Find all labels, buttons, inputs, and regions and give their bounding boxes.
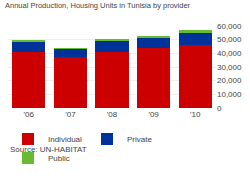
svg-text:20,000: 20,000 xyxy=(217,76,242,85)
svg-text:60,000: 60,000 xyxy=(217,22,242,31)
svg-text:30,000: 30,000 xyxy=(217,63,242,72)
svg-text:10,000: 10,000 xyxy=(217,90,242,99)
svg-text:Annual Production, Housing Uni: Annual Production, Housing Units in Tuni… xyxy=(5,1,191,10)
svg-text:'06: '06 xyxy=(24,110,35,119)
svg-text:40,000: 40,000 xyxy=(217,49,242,58)
svg-text:'07: '07 xyxy=(65,110,76,119)
svg-text:Individual: Individual xyxy=(48,135,82,144)
svg-text:0: 0 xyxy=(217,104,222,113)
svg-text:'10: '10 xyxy=(190,110,201,119)
svg-text:50,000: 50,000 xyxy=(217,35,242,44)
svg-text:'09: '09 xyxy=(148,110,159,119)
svg-text:Public: Public xyxy=(48,154,70,163)
svg-text:Private: Private xyxy=(127,135,152,144)
svg-text:Source: UN-HABITAT: Source: UN-HABITAT xyxy=(10,145,87,154)
svg-text:'08: '08 xyxy=(107,110,118,119)
